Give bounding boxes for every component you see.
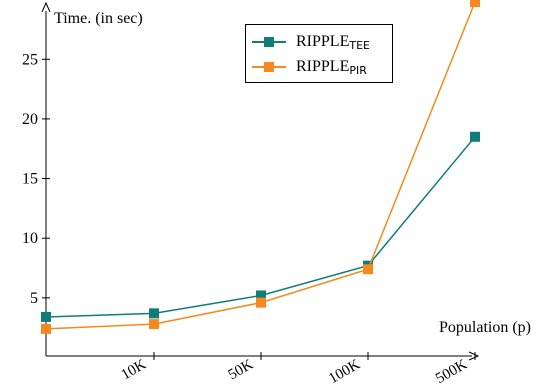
y-tick-label-25: 25 [22, 51, 38, 68]
y-tick-label-15: 15 [22, 171, 38, 188]
x-tick-label-10K: 10K [119, 357, 150, 384]
series-point-pir-2 [256, 297, 266, 308]
legend-item-pir: RIPPLEPIR [252, 57, 367, 77]
y-tick-label-20: 20 [22, 111, 38, 128]
series-point-tee-4 [470, 131, 480, 142]
legend-swatch-tee [252, 34, 286, 50]
series-point-pir-1 [149, 319, 159, 330]
legend: RIPPLETEE RIPPLEPIR [245, 24, 393, 83]
legend-label-tee: RIPPLETEE [296, 32, 370, 52]
series-point-tee-2 [256, 290, 266, 301]
x-axis-label: Population (p) [439, 319, 531, 336]
y-tick-label-10: 10 [22, 230, 38, 247]
series-point-pir-3 [363, 264, 373, 275]
x-tick-label-500K: 500K [433, 357, 470, 388]
legend-item-tee: RIPPLETEE [252, 32, 370, 52]
x-tick-label-50K: 50K [226, 357, 257, 384]
series-point-tee-0 [41, 311, 51, 322]
legend-swatch-pir [252, 59, 286, 75]
x-axis-arrow [468, 351, 480, 361]
y-axis-label: Time. (in sec) [54, 10, 143, 27]
y-tick-label-5: 5 [30, 290, 38, 307]
x-tick-label-100K: 100K [326, 357, 363, 388]
series-point-pir-4 [470, 0, 480, 7]
legend-label-pir: RIPPLEPIR [296, 57, 367, 77]
series-point-tee-1 [149, 308, 159, 319]
y-axis-arrow [41, 1, 51, 13]
series-point-pir-0 [41, 323, 51, 334]
